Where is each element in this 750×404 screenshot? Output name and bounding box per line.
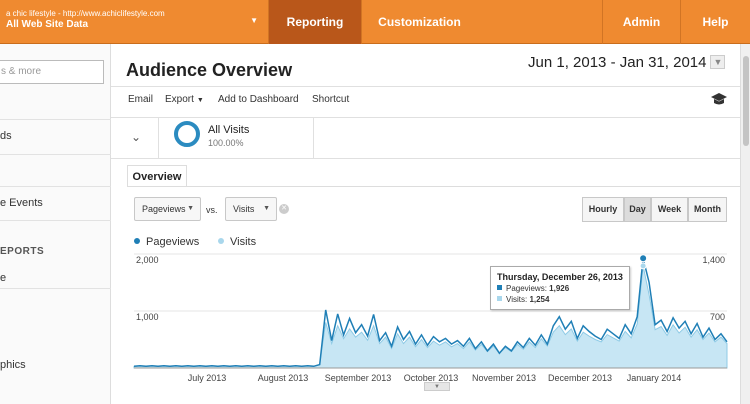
sidebar-divider — [0, 119, 111, 120]
sidebar-section-header: EPORTS — [0, 246, 45, 257]
sidebar-divider — [0, 288, 111, 289]
nav-admin[interactable]: Admin — [602, 0, 680, 44]
nav-reporting[interactable]: Reporting — [268, 0, 361, 44]
tooltip-visits-label: Visits: — [506, 295, 528, 304]
x-axis-tick-label: September 2013 — [325, 373, 392, 383]
granularity-hourly-button[interactable]: Hourly — [582, 197, 624, 222]
sidebar-divider — [0, 186, 111, 187]
x-axis-tick-label: January 2014 — [627, 373, 682, 383]
segment-name: All Visits — [208, 124, 250, 136]
left-axis-tick-label: 2,000 — [136, 255, 159, 265]
sidebar-divider — [0, 154, 111, 155]
segment-divider — [313, 118, 314, 158]
sidebar-item-audience[interactable]: e — [0, 272, 7, 284]
export-label: Export — [165, 94, 194, 105]
x-axis-tick-label: October 2013 — [404, 373, 459, 383]
segment-row-divider — [111, 158, 740, 159]
tooltip-pageviews-row: Pageviews: 1,926 — [497, 283, 623, 294]
page-title: Audience Overview — [126, 60, 293, 80]
tab-underline — [127, 186, 740, 187]
dropdown-arrow-icon[interactable]: ▼ — [250, 16, 258, 25]
metric-select-primary[interactable]: Pageviews ▼ — [134, 197, 201, 221]
tooltip-pageviews-value: 1,926 — [549, 284, 570, 293]
legend-visits[interactable]: Visits — [218, 236, 256, 248]
date-range-dropdown-icon[interactable]: ▼ — [710, 55, 726, 69]
left-axis-tick-label: 1,000 — [136, 312, 159, 322]
email-button[interactable]: Email — [128, 94, 154, 105]
toolbar-divider — [111, 86, 740, 87]
segment-percent: 100.00% — [208, 138, 244, 148]
scrollbar[interactable] — [740, 44, 750, 404]
granularity-week-button[interactable]: Week — [651, 197, 688, 222]
legend-pageviews-label: Pageviews — [146, 236, 200, 248]
clear-comparison-icon[interactable]: ✕ — [279, 204, 289, 214]
legend-visits-dot — [218, 238, 224, 244]
legend-pageviews-dot — [134, 238, 140, 244]
visits-series-area — [133, 265, 728, 369]
export-button[interactable]: Export ▼ — [165, 94, 204, 105]
sidebar: s & more ds e Events EPORTS e phics — [0, 44, 111, 404]
tooltip-pageviews-swatch — [497, 285, 502, 290]
tab-overview[interactable]: Overview — [127, 165, 187, 187]
metric-primary-label: Pageviews — [142, 204, 186, 214]
granularity-day-button[interactable]: Day — [624, 197, 651, 222]
tooltip-pageviews-label: Pageviews: — [506, 284, 547, 293]
chart-tooltip: Thursday, December 26, 2013 Pageviews: 1… — [490, 266, 630, 310]
sidebar-item-dashboards[interactable]: ds — [0, 130, 12, 142]
chart-resize-handle[interactable]: ▼ — [424, 382, 450, 391]
sidebar-search-input[interactable]: s & more — [0, 60, 104, 84]
chevron-down-icon[interactable]: ⌄ — [131, 130, 142, 144]
scrollbar-thumb[interactable] — [743, 56, 749, 146]
segment-donut-icon — [174, 121, 200, 147]
metric-secondary-label: Visits — [233, 204, 255, 214]
right-axis-tick-label: 1,400 — [702, 255, 725, 265]
x-axis-tick-label: August 2013 — [258, 373, 309, 383]
export-caret-icon: ▼ — [196, 97, 204, 104]
account-view: All Web Site Data — [6, 19, 89, 30]
account-url: a chic lifestyle - http://www.achiclifes… — [6, 9, 165, 18]
legend-visits-label: Visits — [230, 236, 257, 248]
sidebar-item-demographics[interactable]: phics — [0, 359, 26, 371]
right-axis-tick-label: 700 — [710, 312, 725, 322]
sidebar-divider — [0, 220, 111, 221]
granularity-month-button[interactable]: Month — [688, 197, 727, 222]
legend-pageviews[interactable]: Pageviews — [134, 236, 199, 248]
pageviews-series-line — [133, 258, 728, 368]
shortcut-button[interactable]: Shortcut — [312, 94, 350, 105]
date-range-selector[interactable]: Jun 1, 2013 - Jan 31, 2014 ▼ — [528, 54, 726, 71]
tooltip-visits-value: 1,254 — [529, 295, 550, 304]
metric-select-secondary[interactable]: Visits ▼ — [225, 197, 277, 221]
x-axis-tick-label: November 2013 — [472, 373, 536, 383]
x-axis-tick-label: July 2013 — [188, 373, 227, 383]
visits-peak-point[interactable] — [639, 262, 647, 270]
graduation-cap-icon[interactable] — [710, 92, 728, 106]
tooltip-visits-swatch — [497, 296, 502, 301]
pageviews-peak-point[interactable] — [639, 254, 648, 263]
toolbar-divider — [111, 117, 740, 118]
tooltip-visits-row: Visits: 1,254 — [497, 294, 623, 305]
nav-help[interactable]: Help — [680, 0, 750, 44]
add-to-dashboard-button[interactable]: Add to Dashboard — [218, 94, 299, 105]
top-navigation-bar: a chic lifestyle - http://www.achiclifes… — [0, 0, 750, 44]
vs-label: vs. — [206, 205, 218, 215]
x-axis-tick-label: December 2013 — [548, 373, 612, 383]
account-selector[interactable]: a chic lifestyle - http://www.achiclifes… — [0, 0, 268, 44]
caret-down-icon: ▼ — [263, 205, 270, 212]
date-range-text: Jun 1, 2013 - Jan 31, 2014 — [528, 54, 707, 71]
nav-customization[interactable]: Customization — [361, 0, 477, 44]
caret-down-icon: ▼ — [187, 205, 194, 212]
tooltip-date: Thursday, December 26, 2013 — [497, 272, 623, 282]
segment-divider — [158, 118, 159, 158]
sidebar-item-intelligence-events[interactable]: e Events — [0, 197, 43, 209]
